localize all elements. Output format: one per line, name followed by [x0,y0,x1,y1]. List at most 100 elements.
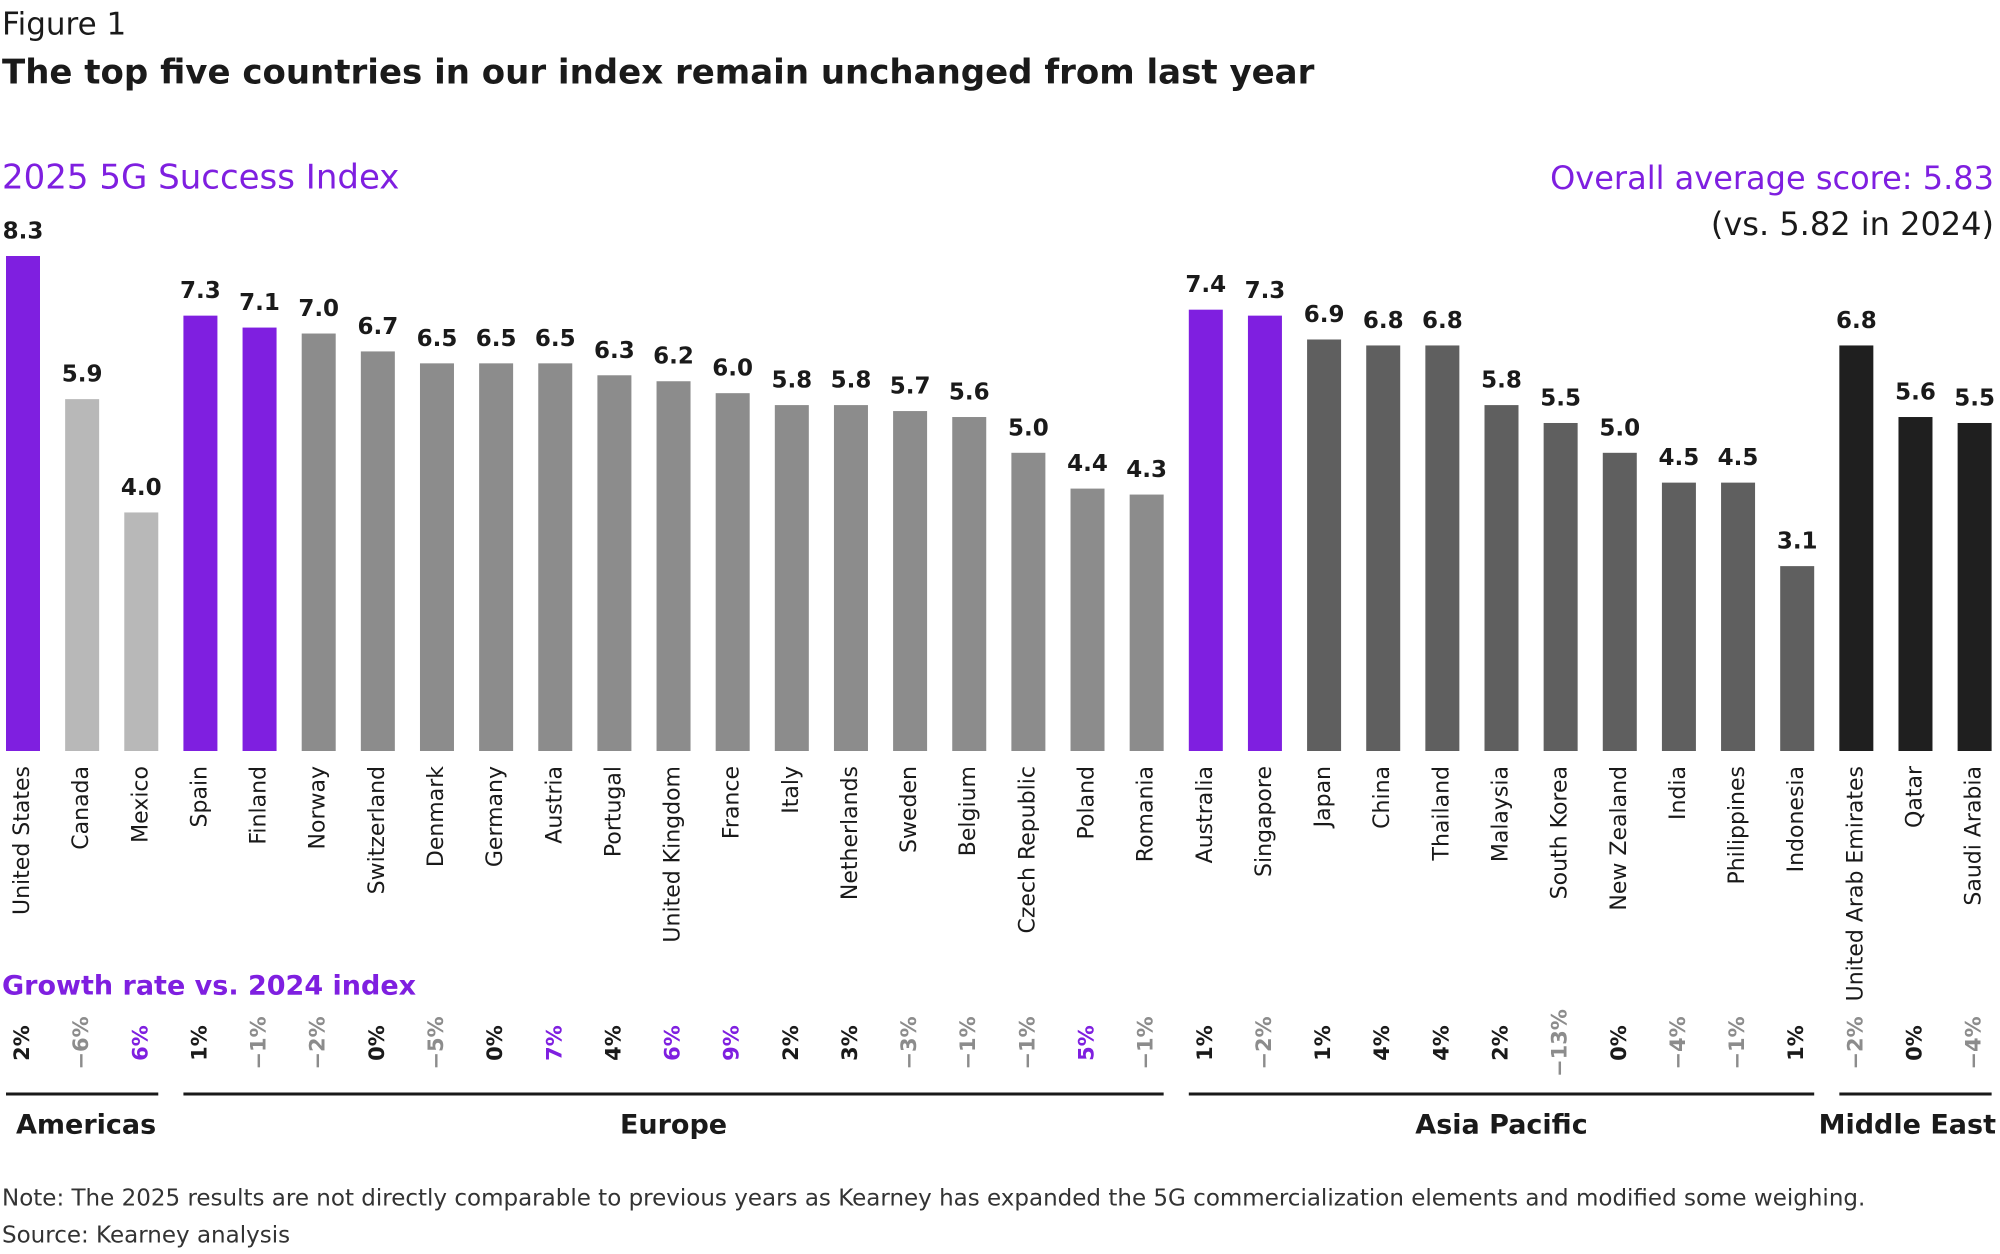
growth-label: −4% [1962,1016,1986,1069]
average-score: Overall average score: 5.83 [1550,159,1994,197]
group-label: Americas [16,1110,156,1141]
growth-title: Growth rate vs. 2024 index [2,971,416,1002]
growth-label: −4% [1666,1016,1690,1069]
value-label: 6.7 [357,314,398,340]
category-label: Singapore [1252,766,1277,877]
category-label: China [1370,766,1395,829]
growth-label: 4% [1429,1025,1453,1061]
category-label: Belgium [956,766,981,856]
category-label: Saudi Arabia [1962,766,1987,906]
growth-label: 2% [779,1025,803,1061]
bar [242,327,277,751]
category-label: India [1666,766,1691,820]
bar [360,351,395,751]
category-label: Qatar [1902,765,1927,828]
category-label: Australia [1193,766,1218,863]
value-label: 6.2 [653,344,694,370]
category-label: United Arab Emirates [1843,766,1868,1001]
bar [419,363,454,751]
bar [1661,482,1696,751]
category-label: France [720,766,745,839]
growth-label: 1% [1311,1025,1335,1061]
growth-label: −6% [69,1016,93,1069]
bar [1602,452,1637,751]
category-label: Philippines [1725,766,1750,885]
category-label: Thailand [1429,766,1454,861]
growth-label: 0% [483,1025,507,1061]
category-label: Indonesia [1784,766,1809,872]
bar [1484,405,1519,751]
value-label: 5.6 [1895,380,1936,406]
source: Source: Kearney analysis [2,1223,290,1249]
bar [124,512,159,751]
category-label: New Zealand [1607,766,1632,911]
category-label: Czech Republic [1015,766,1040,934]
bar [774,405,809,751]
category-label: Switzerland [365,766,390,894]
value-label: 5.8 [1481,368,1522,394]
value-label: 7.3 [180,278,221,304]
bar [479,363,514,751]
value-label: 8.3 [3,219,44,245]
value-label: 7.1 [239,290,280,316]
growth-label: −1% [1015,1016,1039,1069]
growth-label: 0% [1607,1025,1631,1061]
bar [597,375,632,751]
growth-label: −2% [1252,1016,1276,1069]
bar [6,256,40,751]
category-label: Portugal [601,766,626,857]
bar [1425,345,1460,751]
value-label: 5.8 [771,368,812,394]
category-label: Germany [483,766,508,867]
category-label: Sweden [897,766,922,853]
group-label: Middle East [1819,1110,1996,1141]
growth-label: 2% [1489,1025,1513,1061]
growth-label: 1% [1193,1025,1217,1061]
category-label: Mexico [128,766,153,843]
growth-label: 9% [720,1025,744,1061]
value-label: 4.4 [1067,451,1108,477]
growth-label: 7% [542,1025,566,1061]
value-label: 4.0 [121,475,162,501]
growth-label: 0% [365,1025,389,1061]
category-label: United States [10,766,35,915]
value-label: 5.5 [1954,385,1995,411]
bar [1366,345,1401,751]
category-label: Denmark [424,766,449,867]
growth-label: 0% [1902,1025,1926,1061]
bar [1188,309,1223,751]
growth-label: 6% [128,1025,152,1061]
value-label: 6.0 [712,356,753,382]
bar [1070,488,1105,751]
value-label: 6.8 [1422,308,1463,334]
group-label: Asia Pacific [1415,1110,1587,1141]
value-label: 6.5 [476,326,517,352]
growth-label: 4% [1370,1025,1394,1061]
bar [833,405,868,751]
category-label: Norway [306,766,331,849]
bar [1898,417,1933,751]
bar [893,411,928,751]
growth-label: 3% [838,1025,862,1061]
bar [1839,345,1874,751]
growth-label: 4% [601,1025,625,1061]
figure-label: Figure 1 [2,7,126,43]
value-label: 5.6 [949,380,990,406]
value-label: 4.3 [1126,457,1167,483]
category-label: Japan [1311,766,1336,829]
growth-label: −1% [1134,1016,1158,1069]
value-label: 6.8 [1836,308,1877,334]
value-label: 5.9 [62,362,103,388]
category-label: United Kingdom [661,766,686,943]
group-label: Europe [620,1110,727,1141]
bar [1780,566,1815,751]
category-label: Romania [1134,766,1159,862]
growth-label: −5% [424,1016,448,1069]
bar [1011,452,1046,751]
value-label: 7.0 [298,296,339,322]
headline: The top five countries in our index rema… [2,53,1315,93]
category-label: South Korea [1548,766,1573,899]
growth-label: 2% [10,1025,34,1061]
bar [952,417,987,751]
growth-label: 1% [1784,1025,1808,1061]
